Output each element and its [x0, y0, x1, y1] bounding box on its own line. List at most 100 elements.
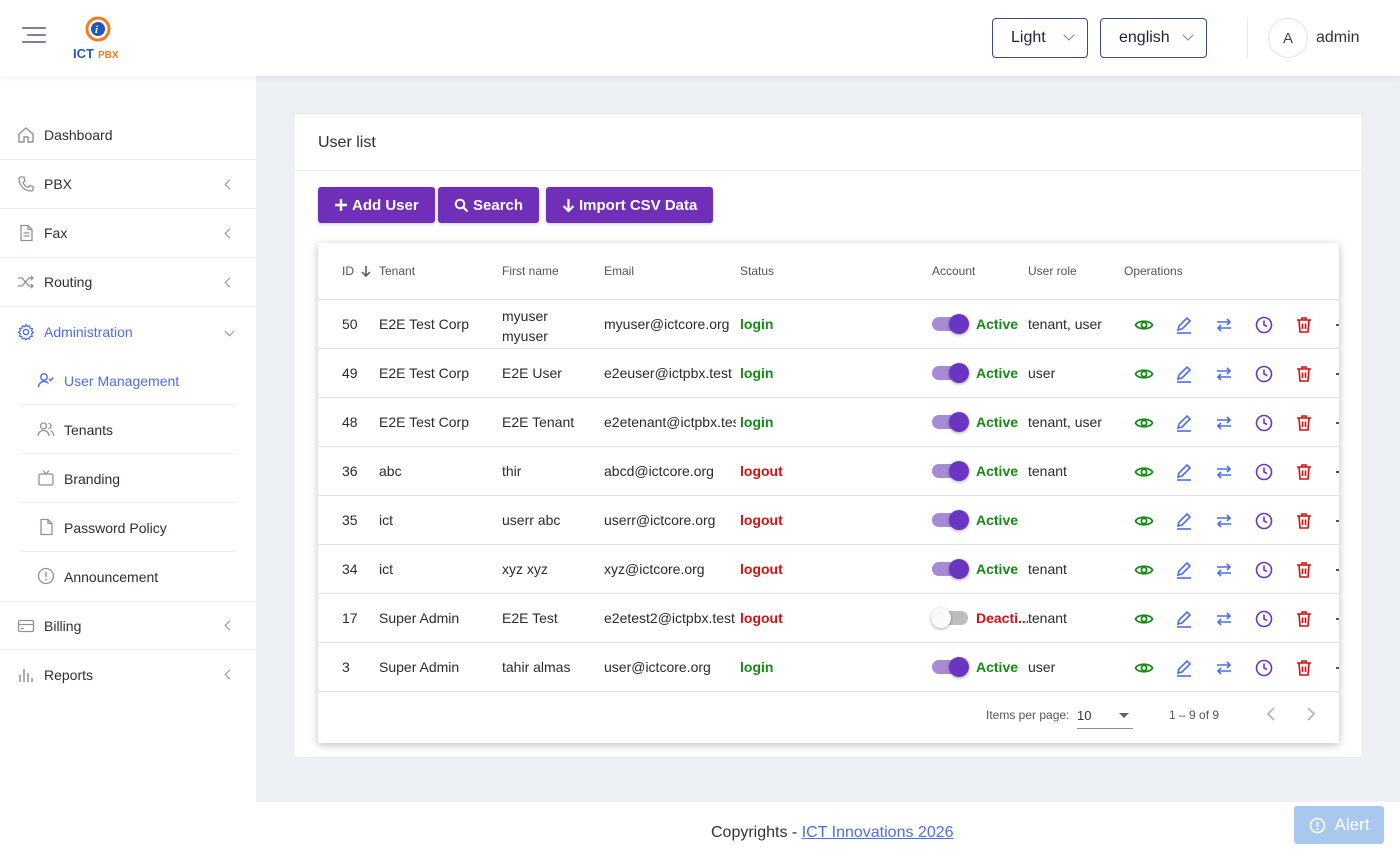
column-header-user-role[interactable]: User role [1028, 264, 1077, 278]
clock-icon[interactable] [1254, 609, 1274, 629]
account-status-text: Active [976, 561, 1019, 577]
sidebar-item-fax[interactable]: Fax [0, 209, 256, 258]
column-header-status[interactable]: Status [740, 264, 775, 278]
delete-icon[interactable] [1294, 364, 1314, 384]
account-status-text: Deacti... [976, 610, 1028, 626]
delete-icon[interactable] [1294, 511, 1314, 531]
edit-icon[interactable] [1174, 560, 1194, 580]
delete-icon[interactable] [1294, 462, 1314, 482]
edit-icon[interactable] [1174, 462, 1194, 482]
column-header-tenant[interactable]: Tenant [379, 264, 416, 278]
clock-icon[interactable] [1254, 658, 1274, 678]
svg-text:i: i [95, 24, 99, 36]
account-toggle[interactable] [931, 608, 968, 628]
transfer-icon[interactable] [1214, 462, 1234, 482]
delete-icon[interactable] [1294, 315, 1314, 335]
next-page-icon[interactable] [1303, 705, 1319, 723]
sidebar-subitem-branding[interactable]: Branding [20, 454, 236, 503]
theme-select[interactable]: Light [992, 18, 1088, 58]
tenant-cell: E2E Test Corp [379, 365, 470, 381]
account-toggle[interactable] [932, 461, 969, 481]
transfer-icon[interactable] [1214, 511, 1234, 531]
copyright-link[interactable]: ICT Innovations 2026 [801, 824, 954, 841]
account-toggle[interactable] [932, 657, 969, 677]
transfer-icon[interactable] [1214, 364, 1234, 384]
account-toggle[interactable] [932, 412, 969, 432]
items-per-page-label: Items per page: [986, 708, 1070, 722]
avatar[interactable]: A [1268, 18, 1308, 58]
transfer-icon[interactable] [1214, 413, 1234, 433]
sidebar-subitem-tenants[interactable]: Tenants [20, 405, 236, 454]
view-icon[interactable] [1134, 462, 1154, 482]
pagination-range: 1 – 9 of 9 [1169, 708, 1220, 722]
sidebar-subitem-label: Announcement [64, 569, 159, 585]
view-icon[interactable] [1134, 560, 1154, 580]
view-icon[interactable] [1134, 315, 1154, 335]
sidebar-item-pbx[interactable]: PBX [0, 160, 256, 209]
edit-icon[interactable] [1174, 315, 1194, 335]
search-button[interactable]: Search [438, 187, 540, 223]
sidebar-item-routing[interactable]: Routing [0, 258, 256, 307]
top-bar: i ICT PBX Light english A admin [0, 0, 1400, 76]
username[interactable]: admin [1316, 29, 1360, 46]
id-cell: 50 [342, 316, 358, 332]
account-toggle[interactable] [932, 363, 969, 383]
status-badge: logout [740, 512, 783, 528]
language-select[interactable]: english [1100, 18, 1207, 58]
delete-icon[interactable] [1294, 609, 1314, 629]
sidebar-subitem-password-policy[interactable]: Password Policy [20, 503, 236, 552]
items-per-page-select[interactable]: 10 [1077, 701, 1133, 729]
alert-button[interactable]: Alert [1294, 806, 1384, 844]
view-icon[interactable] [1134, 658, 1154, 678]
delete-icon[interactable] [1294, 560, 1314, 580]
sidebar-item-dashboard[interactable]: Dashboard [0, 111, 256, 160]
delete-icon[interactable] [1294, 658, 1314, 678]
sidebar-item-label: Routing [44, 274, 93, 290]
app-logo[interactable]: i ICT PBX [72, 15, 124, 61]
id-cell: 49 [342, 365, 358, 381]
clock-icon[interactable] [1254, 560, 1274, 580]
column-header-first-name[interactable]: First name [502, 264, 559, 278]
transfer-icon[interactable] [1214, 560, 1234, 580]
menu-icon[interactable] [22, 27, 46, 49]
edit-icon[interactable] [1174, 364, 1194, 384]
clock-icon[interactable] [1254, 364, 1274, 384]
edit-icon[interactable] [1174, 609, 1194, 629]
column-header-id[interactable]: ID [342, 264, 373, 278]
column-header-email[interactable]: Email [604, 264, 635, 278]
header-divider [1247, 18, 1248, 58]
view-icon[interactable] [1134, 609, 1154, 629]
transfer-icon[interactable] [1214, 658, 1234, 678]
account-toggle[interactable] [932, 314, 969, 334]
column-header-account[interactable]: Account [932, 264, 976, 278]
clock-icon[interactable] [1254, 315, 1274, 335]
account-toggle[interactable] [932, 510, 969, 530]
view-icon[interactable] [1134, 364, 1154, 384]
edit-icon[interactable] [1174, 511, 1194, 531]
table-row: 50 E2E Test Corp myuser myuser myuser@ictcor… [318, 300, 1339, 349]
account-status-text: Active [976, 316, 1019, 332]
account-toggle[interactable] [932, 559, 969, 579]
first-name-cell: userr abc [502, 512, 561, 528]
delete-icon[interactable] [1294, 413, 1314, 433]
transfer-icon[interactable] [1214, 609, 1234, 629]
sidebar-subitem-user-management[interactable]: User Management [20, 356, 236, 405]
language-select-value: english [1119, 29, 1170, 46]
transfer-icon[interactable] [1214, 315, 1234, 335]
sidebar-subitem-announcement[interactable]: Announcement [20, 552, 236, 601]
clock-icon[interactable] [1254, 511, 1274, 531]
email-cell: xyz@ictcore.org [604, 561, 705, 577]
sidebar-item-administration[interactable]: Administration [0, 307, 256, 356]
sidebar-item-billing[interactable]: Billing [0, 601, 256, 650]
add-user-button[interactable]: Add User [318, 187, 435, 223]
clock-icon[interactable] [1254, 413, 1274, 433]
view-icon[interactable] [1134, 413, 1154, 433]
import-csv-button[interactable]: Import CSV Data [546, 187, 714, 223]
edit-icon[interactable] [1174, 658, 1194, 678]
tenant-cell: Super Admin [379, 659, 460, 675]
clock-icon[interactable] [1254, 462, 1274, 482]
edit-icon[interactable] [1174, 413, 1194, 433]
sidebar-item-reports[interactable]: Reports [0, 650, 256, 699]
view-icon[interactable] [1134, 511, 1154, 531]
previous-page-icon[interactable] [1263, 705, 1279, 723]
